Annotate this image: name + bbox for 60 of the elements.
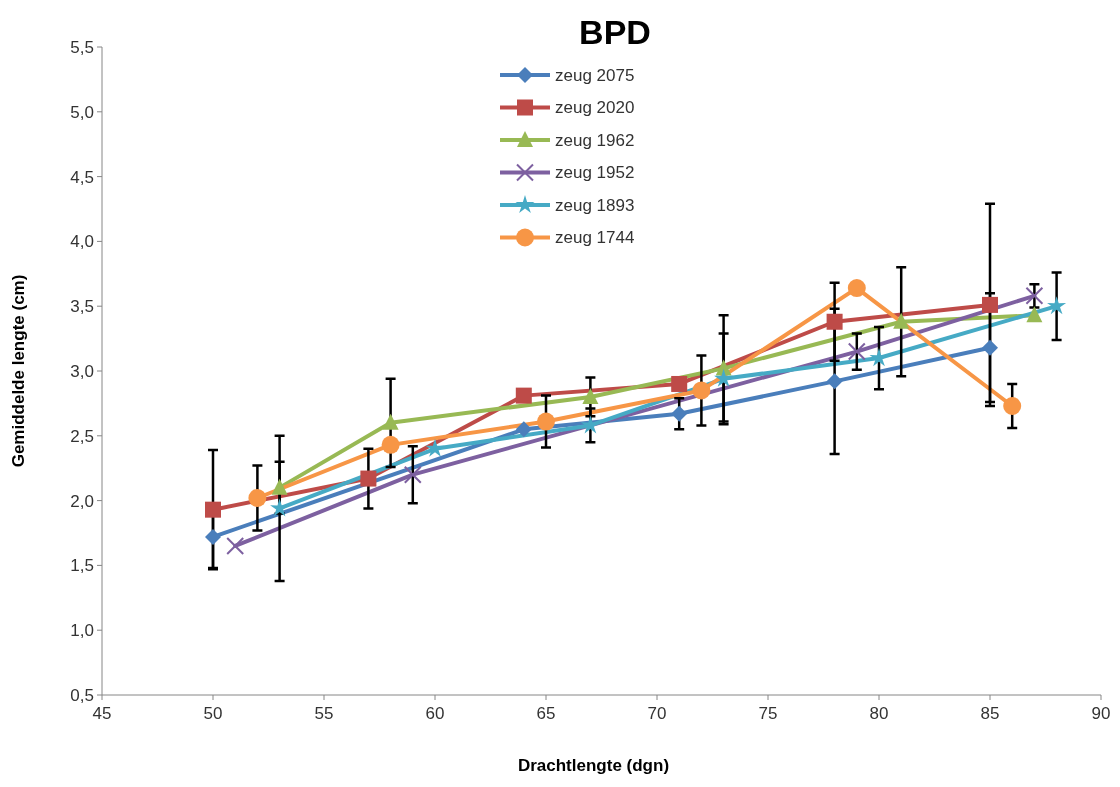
point <box>403 465 422 484</box>
point <box>582 387 599 404</box>
y-tick-label: 3,0 <box>70 361 94 381</box>
x-tick-label: 55 <box>314 704 334 723</box>
x-tick-label: 45 <box>92 704 112 723</box>
point <box>982 339 998 356</box>
point <box>1025 286 1044 305</box>
point <box>826 313 843 330</box>
point <box>515 421 532 438</box>
point <box>205 528 221 545</box>
point <box>360 470 377 487</box>
x-tick-label: 80 <box>869 704 889 723</box>
y-tick-label: 0,5 <box>70 685 94 705</box>
y-tick-label: 1,5 <box>70 556 94 576</box>
point <box>714 368 734 387</box>
legend-label: zeug 1893 <box>555 195 635 215</box>
legend-label: zeug 1744 <box>555 228 635 248</box>
y-tick-label: 1,0 <box>70 621 94 641</box>
x-tick-label: 65 <box>536 704 556 723</box>
point <box>205 501 221 518</box>
x-tick-label: 90 <box>1091 704 1111 723</box>
legend-label: zeug 2075 <box>555 65 635 85</box>
point <box>1003 396 1022 415</box>
point <box>515 387 532 404</box>
point <box>692 381 711 400</box>
point <box>1026 306 1043 323</box>
point <box>580 415 600 434</box>
legend-label: zeug 2020 <box>555 98 635 118</box>
point <box>248 489 267 508</box>
chart-title: BPD <box>579 13 651 51</box>
y-tick-label: 3,5 <box>70 297 94 317</box>
point <box>271 478 288 495</box>
point <box>671 375 688 392</box>
y-tick-label: 2,0 <box>70 491 94 511</box>
point <box>893 312 910 329</box>
y-tick-label: 2,5 <box>70 426 94 446</box>
x-tick-label: 50 <box>203 704 223 723</box>
x-tick-label: 60 <box>425 704 445 723</box>
x-tick-label: 70 <box>647 704 667 723</box>
point <box>1047 296 1067 315</box>
legend-label: zeug 1962 <box>555 130 635 150</box>
point <box>826 373 843 390</box>
point <box>847 279 866 298</box>
y-tick-label: 4,5 <box>70 167 94 187</box>
point <box>226 536 245 555</box>
y-tick-label: 5,5 <box>70 37 94 57</box>
y-tick-label: 4,0 <box>70 232 94 252</box>
x-tick-label: 85 <box>980 704 1000 723</box>
y-tick-label: 5,0 <box>70 102 94 122</box>
y-axis-title: Gemiddelde lengte (cm) <box>9 274 28 468</box>
point <box>671 405 688 422</box>
x-tick-label: 75 <box>758 704 778 723</box>
point <box>382 413 399 430</box>
point <box>537 412 555 431</box>
point <box>982 296 998 313</box>
point <box>425 438 445 457</box>
point <box>381 435 400 454</box>
legend-label: zeug 1952 <box>555 163 635 183</box>
point <box>847 342 866 361</box>
x-axis-title: Drachtlengte (dgn) <box>517 756 670 775</box>
